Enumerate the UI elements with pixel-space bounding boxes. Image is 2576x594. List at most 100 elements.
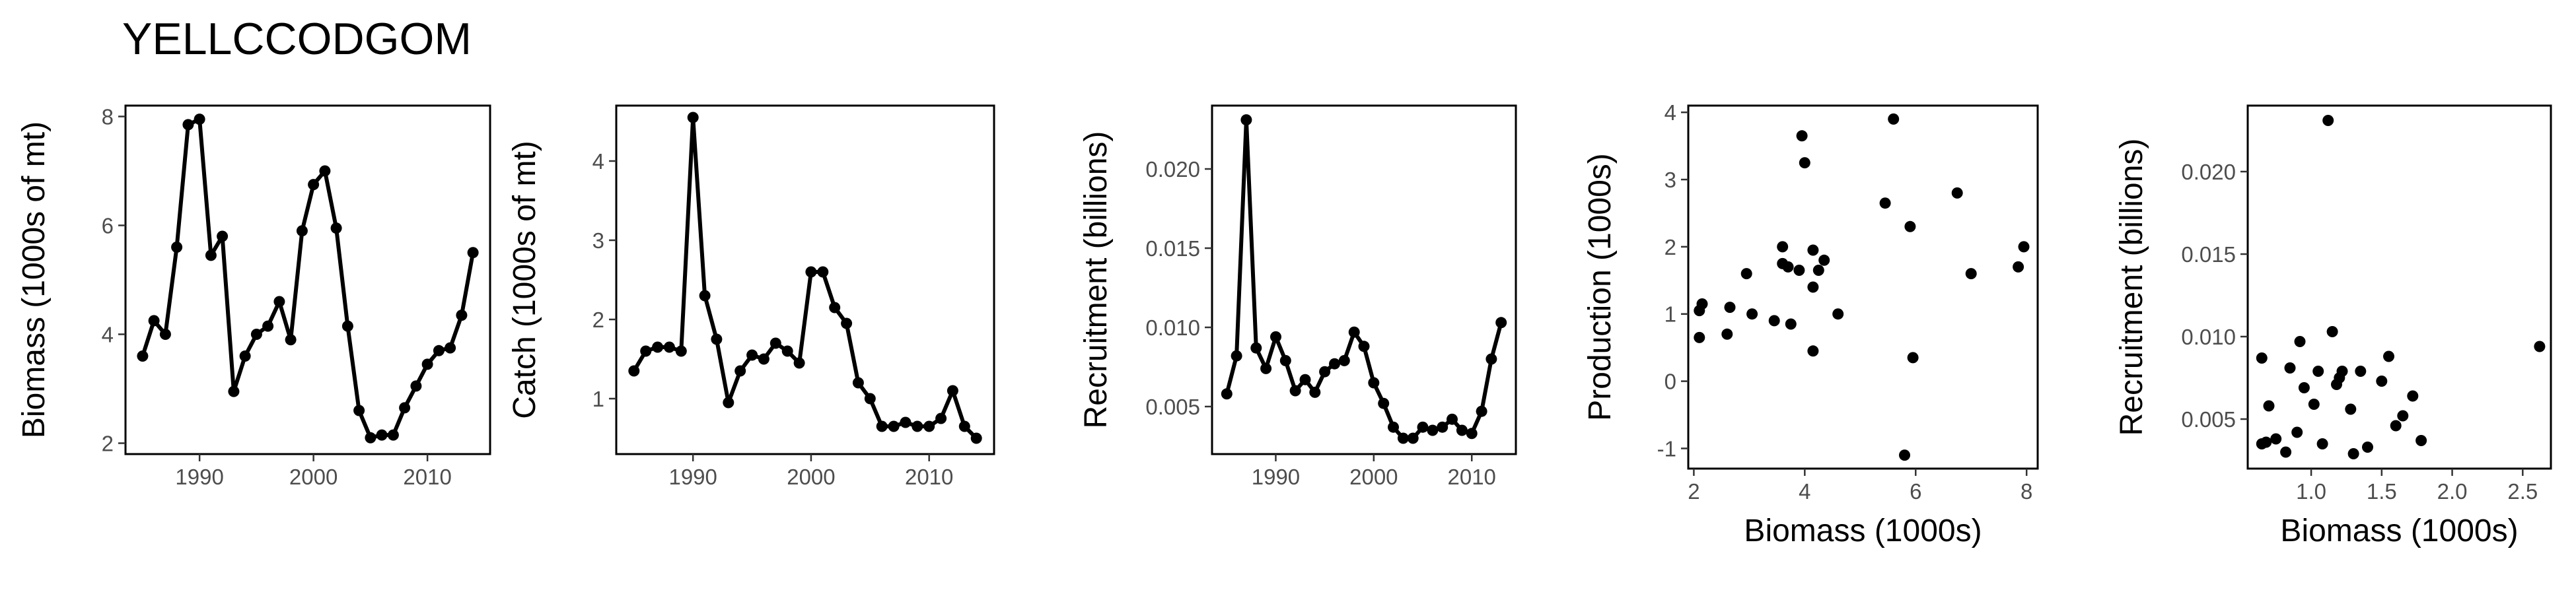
data-point	[2256, 352, 2268, 364]
data-point	[1485, 353, 1497, 365]
data-point	[805, 266, 817, 278]
data-point	[793, 357, 805, 369]
data-point	[1417, 421, 1429, 433]
data-point	[2362, 442, 2373, 453]
y-tick-label: 4	[102, 323, 114, 347]
data-point	[2018, 241, 2030, 253]
x-tick-label: 1990	[668, 465, 717, 489]
data-point	[1456, 424, 1468, 436]
y-axis-title: Recruitment (billions)	[2114, 139, 2149, 436]
data-point	[1721, 328, 1733, 340]
data-point	[1427, 424, 1439, 436]
data-point	[781, 345, 793, 357]
data-point	[1888, 113, 1900, 125]
data-point	[148, 315, 160, 327]
data-point	[734, 365, 746, 377]
y-tick-label: 0.020	[1145, 157, 1200, 182]
y-tick-label: 4	[592, 149, 604, 174]
data-point	[2390, 420, 2402, 432]
series-line	[141, 117, 476, 440]
data-point	[970, 432, 982, 444]
data-point	[1879, 197, 1891, 209]
data-point	[399, 402, 411, 414]
data-point	[1319, 366, 1331, 378]
data-point	[1907, 352, 1919, 364]
y-tick-label: 1	[592, 387, 604, 411]
data-point	[958, 420, 970, 432]
data-point	[1270, 331, 1281, 343]
y-tick-label: 2	[102, 432, 114, 456]
x-tick-label: 4	[1799, 479, 1810, 504]
data-point	[445, 342, 456, 354]
data-point	[652, 341, 664, 353]
data-point	[876, 420, 888, 432]
data-point	[2347, 448, 2359, 459]
data-point	[1818, 254, 1830, 266]
data-point	[2407, 390, 2419, 402]
data-point	[1724, 302, 1736, 314]
data-point	[852, 377, 864, 389]
data-point	[1407, 432, 1419, 444]
data-point	[182, 119, 194, 131]
data-point	[171, 242, 183, 253]
data-point	[2308, 399, 2320, 410]
y-axis-title: Biomass (1000s of mt)	[17, 121, 52, 438]
data-point	[1785, 318, 1797, 330]
data-point	[205, 249, 217, 261]
x-tick-label: 2010	[403, 465, 451, 489]
x-tick-label: 1990	[1252, 465, 1300, 489]
data-point	[2355, 366, 2367, 377]
data-point	[711, 333, 723, 345]
data-point	[467, 247, 479, 259]
x-tick-label: 2000	[289, 465, 338, 489]
data-point	[1358, 341, 1370, 352]
data-point	[1231, 350, 1242, 362]
data-point	[137, 350, 149, 362]
data-point	[2534, 341, 2546, 352]
data-point	[1240, 114, 1252, 126]
data-point	[2316, 438, 2328, 449]
data-point	[159, 329, 171, 340]
plot-frame	[1211, 104, 1517, 455]
chart-production: 2 4 6 8 -1 0 1 2 3 4 Production (1000s) Biomass (10…	[1583, 100, 2039, 548]
data-point	[935, 412, 947, 424]
data-point	[296, 225, 308, 237]
x-axis-title: Biomass (1000s)	[1744, 513, 1982, 548]
data-point	[410, 380, 422, 392]
y-axis-title: Recruitment (billions)	[1079, 131, 1114, 429]
x-tick-label: 2.0	[2437, 479, 2468, 504]
x-tick-label: 2010	[1448, 465, 1496, 489]
data-point	[341, 320, 353, 332]
data-point	[2284, 362, 2296, 374]
data-point	[285, 334, 297, 346]
y-tick-label: 3	[592, 228, 604, 253]
data-point	[228, 385, 240, 397]
data-point	[330, 222, 342, 234]
y-tick-label: 0.005	[2181, 407, 2236, 432]
data-point	[758, 353, 769, 365]
data-point	[1807, 244, 1819, 256]
data-point	[421, 358, 433, 370]
data-point	[1768, 315, 1780, 327]
data-point	[1388, 421, 1399, 433]
data-point	[2376, 376, 2388, 387]
y-tick-label: 0.015	[1145, 236, 1200, 261]
data-point	[900, 416, 912, 428]
data-point	[2312, 366, 2324, 377]
data-point	[1807, 345, 1819, 357]
data-point	[1221, 388, 1233, 400]
plot-frame	[1687, 104, 2039, 470]
x-tick-label: 2000	[787, 465, 835, 489]
data-point	[433, 345, 445, 356]
data-point	[841, 317, 853, 329]
x-tick-label: 1.0	[2296, 479, 2326, 504]
data-point	[1782, 261, 1794, 273]
data-point	[817, 266, 829, 278]
y-tick-label: 0.005	[1145, 395, 1200, 419]
data-point	[1338, 354, 1350, 366]
y-tick-label: 3	[1664, 168, 1676, 192]
data-point	[1832, 308, 1844, 320]
y-axis-title: Production (1000s)	[1583, 153, 1618, 421]
data-point	[1796, 130, 1808, 142]
page-title: YELLCCODGOM	[122, 14, 472, 64]
